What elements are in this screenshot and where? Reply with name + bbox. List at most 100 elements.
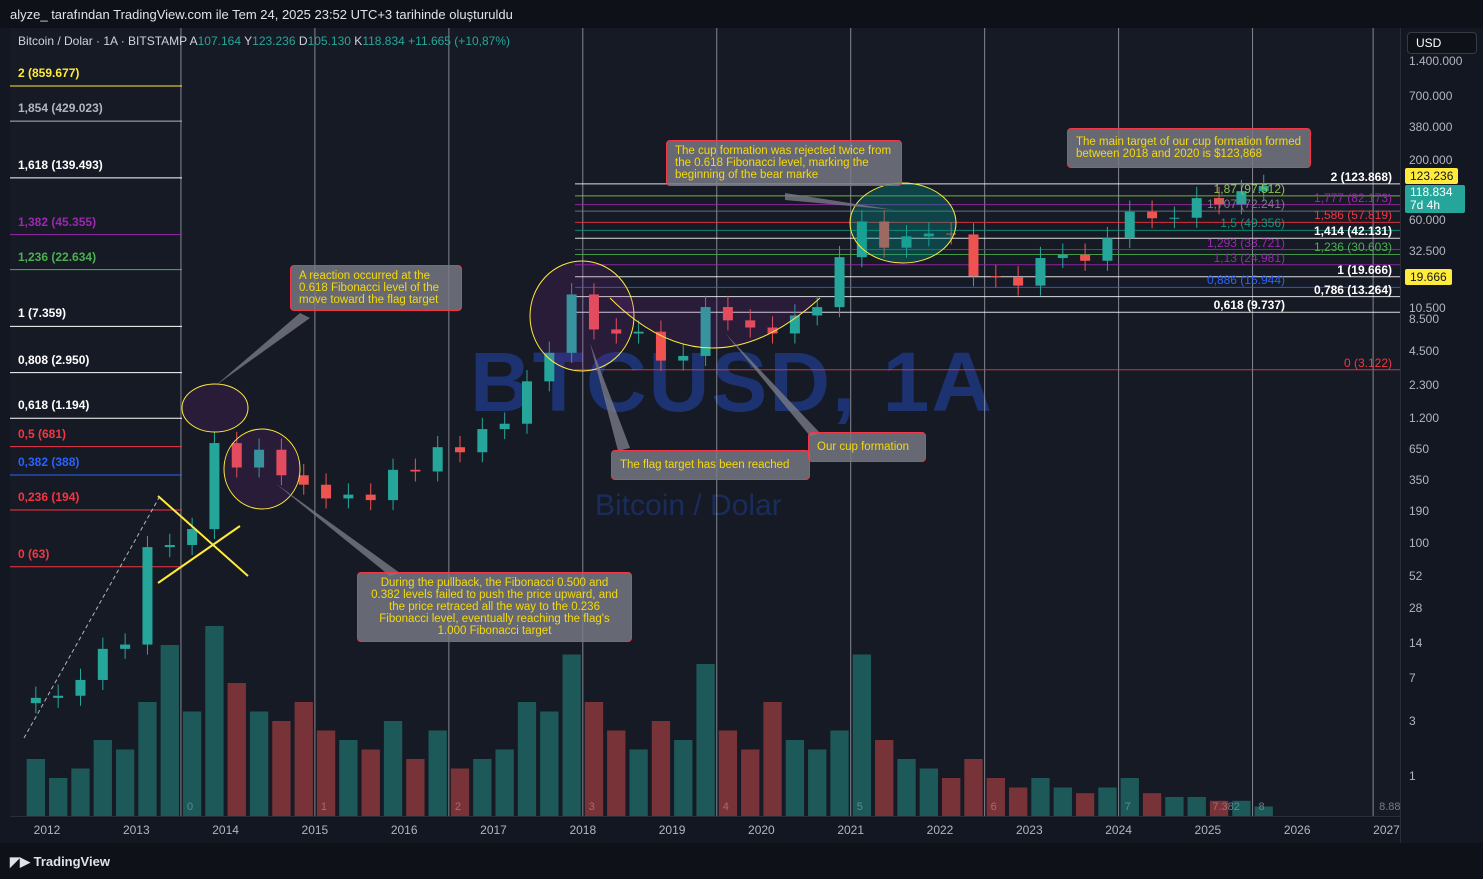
volume-bar [629,749,648,816]
price-tick: 8.500 [1409,312,1440,327]
price-chart[interactable]: BTCUSD, 1A Bitcoin / Dolar 0 1 2 3 4 5 6 7 8 8.88… [10,28,1400,816]
price-tick: 1 [1409,769,1416,783]
cycle-label: 1 [321,801,327,813]
volume-bar [1254,806,1273,816]
callout-pullback[interactable]: During the pullback, the Fibonacci 0.500… [357,572,632,642]
cycle-label: 7.382 [1212,801,1240,813]
candle [789,315,800,334]
currency-button[interactable]: USD [1407,32,1477,54]
candle [120,644,131,649]
cycle-label: 8 [1259,801,1265,813]
fib-right-label: 1,414 (42.131) [1313,224,1392,239]
candle [75,679,86,696]
candle [588,294,599,330]
time-tick: 2016 [390,823,418,837]
candle [767,327,778,334]
candle [700,307,711,356]
price-tick: 200.000 [1409,152,1453,167]
callout-main-target[interactable]: The main target of our cup formation for… [1067,128,1311,168]
candle [544,352,555,382]
time-tick: 2024 [1105,823,1132,837]
candle [990,276,1001,278]
candle [1124,211,1135,239]
fib-right-label: 1,13 (24.981) [1213,250,1285,265]
candle [187,529,198,546]
callout-pointer [215,313,310,386]
open-label: A [189,34,198,48]
candle [633,331,644,334]
price-tick: 1.400.000 [1409,54,1463,69]
candle [343,494,354,499]
time-tick: 2017 [480,823,507,837]
price-axis[interactable]: USD 1.400.000 700.000 380.000 200.000 60.000… [1400,28,1483,843]
candle [1102,238,1113,261]
candle [968,234,979,277]
candle [879,221,890,248]
cycle-label: 3 [589,801,595,813]
candle [745,320,756,328]
tradingview-logo[interactable]: ◤▶ TradingView [0,843,1483,879]
candle [923,233,934,237]
flag-line [157,525,241,584]
volume-bar [763,702,782,816]
candle [30,697,41,704]
candle [901,236,912,248]
volume-bar [852,654,872,816]
candle [298,475,309,485]
price-tick: 380.000 [1409,120,1453,135]
fib-left-label: 2 (859.677) [18,66,80,81]
candle [1191,198,1202,218]
candle [365,494,376,501]
symbol-name[interactable]: Bitcoin / Dolar · 1A · BITSTAMP [18,34,187,48]
time-tick: 2022 [926,823,954,837]
volume-bar [1031,778,1050,816]
callout-pointer [725,333,820,436]
highlight-ellipse [223,428,301,510]
volume-bar [607,730,626,816]
fib-right-label: 1,777 (82.173) [1313,190,1392,205]
highlight-ellipse [181,383,249,433]
highlight-ellipse [529,260,635,372]
volume-bar [428,730,447,816]
high-label: Y [244,34,253,48]
low-value: 105.130 [307,34,351,48]
time-tick: 2023 [1015,823,1043,837]
volume-bar [986,778,1005,816]
chart-caption: alyze_ tarafından TradingView.com ile Te… [0,0,1483,28]
volume-bar [294,702,313,816]
price-tick: 650 [1409,441,1430,456]
fib-left-label: 0,236 (194) [18,490,80,504]
time-tick: 2020 [748,823,775,837]
volume-bar [1120,778,1139,816]
candle [1214,198,1225,205]
time-tick: 2014 [212,823,239,837]
fib-left-label: 1,236 (22.634) [18,249,97,264]
price-tick: 350 [1409,473,1430,488]
bar-countdown: 7d 4h [1410,198,1441,212]
price-tick: 2.300 [1409,378,1440,393]
volume-bar [942,778,961,816]
volume-bar [272,721,291,816]
high-price-tag: 123.236 [1405,168,1459,184]
callout-reaction[interactable]: A reaction occurred at the 0.618 Fibonac… [290,265,462,311]
volume-bar [249,711,269,816]
price-tick: 7 [1409,670,1416,685]
volume-bar [584,702,604,816]
volume-bar [205,626,224,816]
volume-bar [115,749,135,816]
candle [1080,254,1091,261]
fib-right-label: 0,618 (9.737) [1213,298,1285,313]
time-axis[interactable]: 2012 2013 2014 2015 2016 2017 2018 2019 2020 2021… [10,816,1400,843]
volume-bar [540,711,559,816]
fib-right-label: 1,87 (97.512) [1213,181,1285,196]
candle [1035,258,1046,286]
price-tick: 3 [1409,713,1416,728]
callout-flag-target[interactable]: The flag target has been reached [611,450,810,480]
fib-left-label: 1 (7.359) [18,306,67,321]
callout-cup[interactable]: Our cup formation [808,432,926,462]
close-value: 118.834 [362,34,405,48]
fib-right-label: 1,707 (72.241) [1206,197,1285,212]
fib-right-label: 1,236 (30.603) [1313,240,1392,255]
callout-cup-rejected[interactable]: The cup formation was rejected twice fro… [666,140,902,186]
high-value: 123.236 [252,34,296,48]
